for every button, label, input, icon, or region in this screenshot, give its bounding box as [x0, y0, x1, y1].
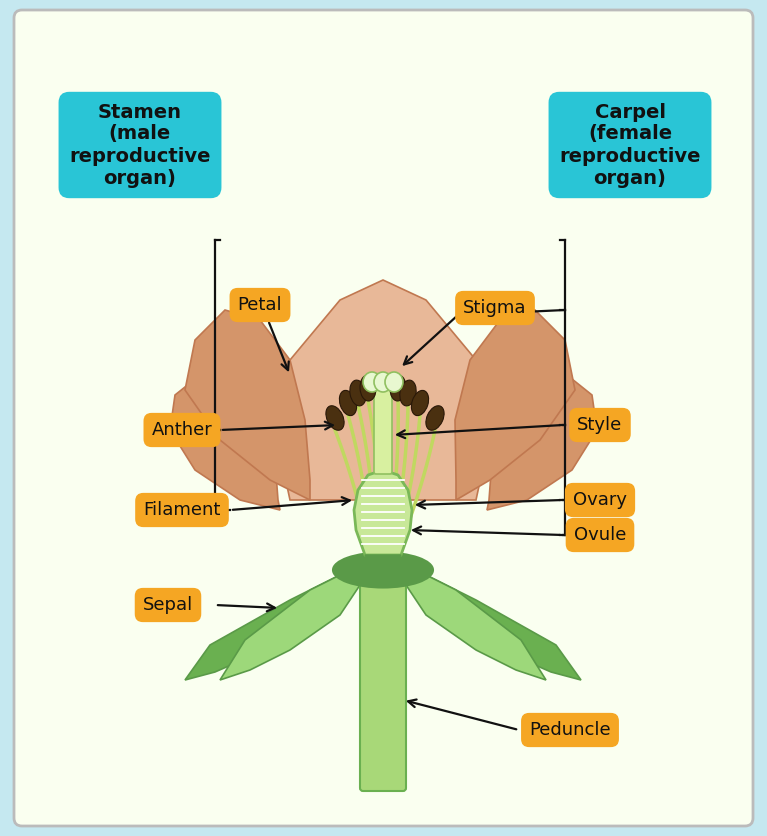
Text: Stigma: Stigma: [463, 299, 527, 317]
Polygon shape: [220, 570, 360, 680]
Polygon shape: [365, 555, 401, 565]
Ellipse shape: [426, 405, 444, 431]
Polygon shape: [455, 310, 575, 500]
Ellipse shape: [374, 372, 392, 392]
Polygon shape: [487, 375, 597, 510]
Polygon shape: [275, 280, 491, 500]
Text: Carpel
(female
reproductive
organ): Carpel (female reproductive organ): [559, 103, 701, 187]
Text: Petal: Petal: [238, 296, 282, 314]
Ellipse shape: [326, 405, 344, 431]
Polygon shape: [406, 570, 546, 680]
Text: Sepal: Sepal: [143, 596, 193, 614]
Polygon shape: [185, 310, 310, 500]
Text: Ovary: Ovary: [573, 491, 627, 509]
Ellipse shape: [333, 553, 433, 588]
Polygon shape: [354, 470, 412, 555]
FancyBboxPatch shape: [360, 565, 406, 791]
Polygon shape: [170, 375, 280, 510]
Text: Anther: Anther: [152, 421, 212, 439]
Text: Style: Style: [578, 416, 623, 434]
Polygon shape: [185, 575, 345, 680]
Ellipse shape: [360, 375, 376, 401]
Ellipse shape: [363, 372, 381, 392]
Ellipse shape: [385, 372, 403, 392]
Polygon shape: [421, 575, 581, 680]
FancyBboxPatch shape: [374, 388, 392, 474]
Text: Filament: Filament: [143, 501, 221, 519]
Text: Stamen
(male
reproductive
organ): Stamen (male reproductive organ): [69, 103, 211, 187]
Ellipse shape: [339, 390, 357, 415]
FancyBboxPatch shape: [14, 10, 753, 826]
Ellipse shape: [400, 380, 416, 405]
Ellipse shape: [390, 375, 406, 401]
Ellipse shape: [411, 390, 429, 415]
Ellipse shape: [350, 380, 366, 405]
Text: Ovule: Ovule: [574, 526, 626, 544]
Text: Peduncle: Peduncle: [529, 721, 611, 739]
